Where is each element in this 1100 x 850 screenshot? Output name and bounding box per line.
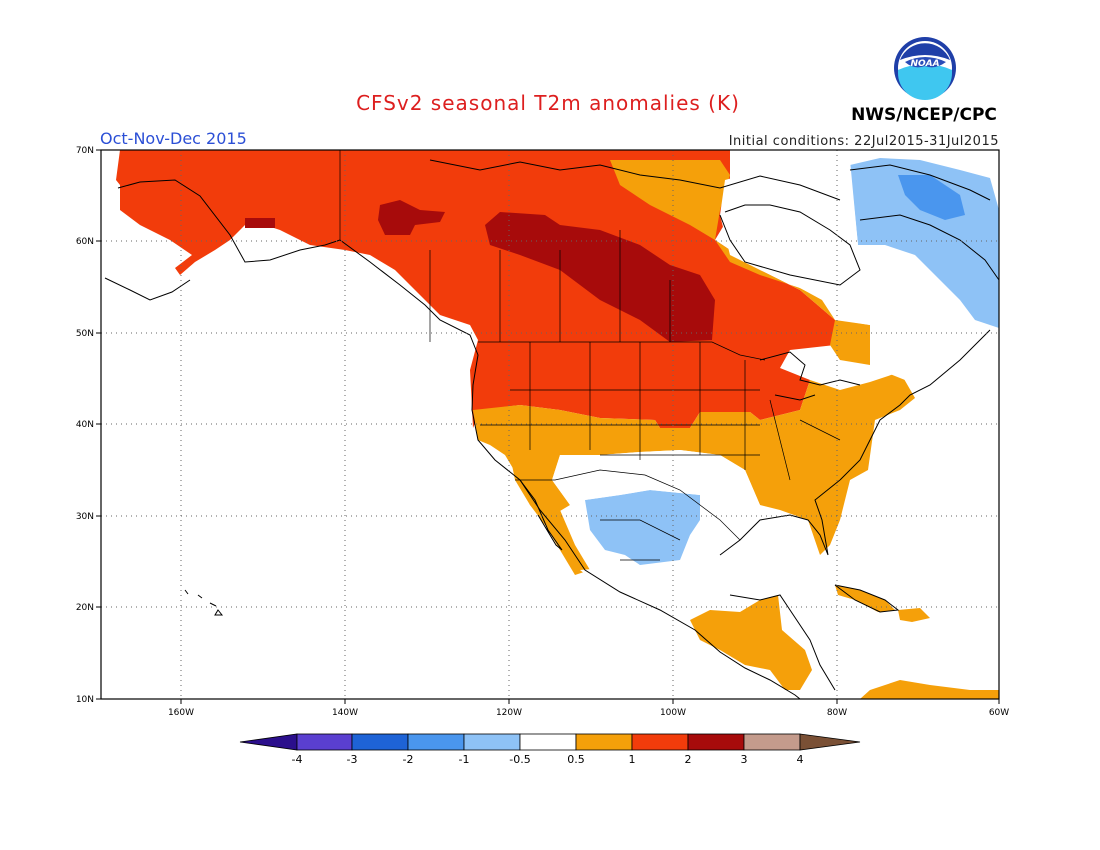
colorbar-swatch-neg2-neg1 — [407, 733, 465, 751]
colorbar-swatch-neg3-neg2 — [351, 733, 409, 751]
latitude-axis: 70N 60N 50N 40N 30N 20N 10N — [76, 146, 101, 705]
anomaly-region-05-1-hispaniola — [898, 608, 930, 622]
lon-label-80: 80W — [827, 708, 847, 718]
colorbar — [239, 733, 861, 751]
border-mexico-states — [600, 519, 681, 561]
lat-label-40: 40N — [76, 420, 94, 430]
anomaly-region-neg1-05-baffin — [850, 158, 999, 328]
anomaly-field — [116, 150, 999, 699]
colorbar-label-p05: 0.5 — [567, 753, 585, 766]
initial-conditions-label: Initial conditions: 22Jul2015-31Jul2015 — [729, 134, 999, 149]
coastline-great-lakes — [759, 351, 861, 401]
colorbar-label-neg2: -2 — [403, 753, 414, 766]
chart-title: CFSv2 seasonal T2m anomalies (K) — [356, 91, 740, 115]
coastline-alaska — [117, 179, 341, 263]
lon-label-60: 60W — [989, 708, 1009, 718]
anomaly-region-2-3-alaska — [245, 218, 275, 228]
anomaly-region-1-2 — [116, 150, 835, 428]
coastline-baja — [519, 479, 563, 551]
longitude-axis: 160W 140W 120W 100W 80W 60W — [168, 699, 1009, 718]
lon-label-160: 160W — [168, 708, 194, 718]
colorbar-swatch-gt-p4 — [799, 733, 861, 751]
noaa-logo-text: NOAA — [910, 59, 939, 69]
colorbar-swatch-lt-neg4 — [239, 733, 298, 751]
lon-label-140: 140W — [332, 708, 358, 718]
colorbar-label-neg3: -3 — [347, 753, 358, 766]
anomaly-region-05-1-northeast — [610, 160, 870, 365]
colorbar-swatch-neg4-neg3 — [296, 733, 353, 751]
border-us-canada — [478, 341, 766, 361]
coastline-baffin — [849, 164, 1000, 281]
colorbar-label-neg05: -0.5 — [509, 753, 530, 766]
anomaly-region-05-1-west — [473, 372, 915, 555]
colorbar-label-neg4: -4 — [292, 753, 303, 766]
coastline-atlantic — [839, 329, 991, 481]
neutral-region-mexico-south — [580, 560, 730, 620]
coastline-gulf — [719, 479, 841, 556]
border-us-mexico — [515, 469, 741, 541]
lat-label-30: 30N — [76, 512, 94, 522]
colorbar-label-p4: 4 — [797, 753, 804, 766]
anomaly-region-2-3-yukon — [378, 200, 445, 235]
lat-label-10: 10N — [76, 695, 94, 705]
anomaly-region-05-1-central-america — [690, 595, 812, 690]
anomaly-region-neg1-05-mexico — [585, 490, 700, 570]
colorbar-swatch-neg1-neg05 — [463, 733, 521, 751]
coastline-cuba — [834, 584, 900, 613]
border-us-states — [480, 342, 841, 481]
colorbar-labels: -4 -3 -2 -1 -0.5 0.5 1 2 3 4 — [292, 753, 804, 766]
map-panel — [100, 149, 1000, 700]
coastline-arctic — [429, 159, 841, 201]
border-canada-provinces — [429, 230, 671, 342]
colorbar-swatch-p3-p4 — [743, 733, 801, 751]
colorbar-swatch-p2-p3 — [687, 733, 745, 751]
noaa-logo: NOAA — [894, 37, 956, 100]
colorbar-swatch-p05-p1 — [575, 733, 633, 751]
colorbar-label-p2: 2 — [685, 753, 692, 766]
neutral-region-east-canada — [720, 160, 999, 400]
lon-label-100: 100W — [660, 708, 686, 718]
coastline-hawaii — [184, 589, 224, 616]
political-boundaries — [339, 150, 841, 561]
coastline-hudson-bay — [719, 204, 861, 286]
lat-label-20: 20N — [76, 603, 94, 613]
anomaly-region-2-3-central-canada — [485, 212, 715, 342]
colorbar-swatch-neutral — [519, 733, 577, 751]
lat-label-50: 50N — [76, 329, 94, 339]
anomaly-region-05-1-caribbean — [860, 680, 999, 699]
lat-label-70: 70N — [76, 146, 94, 156]
anomaly-region-05-1-cuba — [835, 585, 895, 612]
season-label: Oct-Nov-Dec 2015 — [100, 129, 247, 148]
coastline-aleutians — [104, 277, 191, 301]
neutral-region-us-southwest — [552, 450, 760, 560]
coastline-yucatan — [729, 594, 836, 691]
colorbar-label-p3: 3 — [741, 753, 748, 766]
lon-label-120: 120W — [496, 708, 522, 718]
lat-label-60: 60N — [76, 237, 94, 247]
anomaly-region-neg2-1-baffin — [898, 175, 965, 220]
anomaly-region-05-1-baja — [510, 455, 590, 575]
colorbar-label-neg1: -1 — [459, 753, 470, 766]
agency-label: NWS/NCEP/CPC — [851, 105, 997, 125]
colorbar-label-p1: 1 — [629, 753, 636, 766]
colorbar-swatch-p1-p2 — [631, 733, 689, 751]
